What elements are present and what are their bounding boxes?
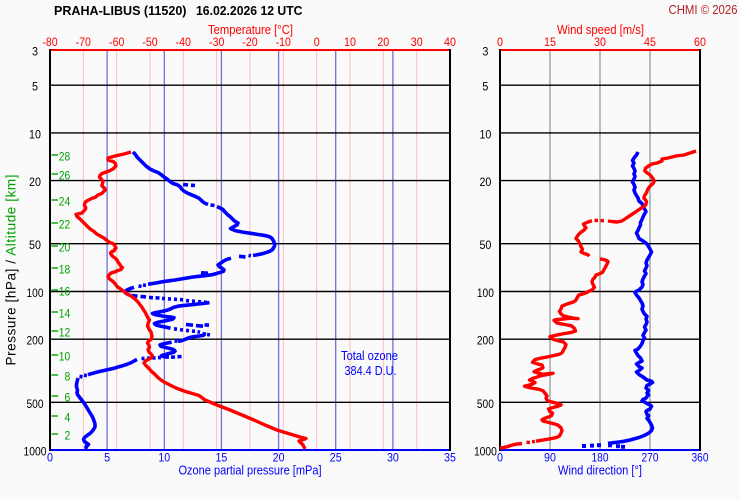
svg-text:10: 10 bbox=[344, 35, 356, 49]
svg-text:10: 10 bbox=[29, 127, 41, 141]
svg-text:12: 12 bbox=[59, 326, 71, 340]
svg-text:90: 90 bbox=[544, 451, 556, 465]
svg-text:16: 16 bbox=[59, 285, 71, 299]
svg-text:PRAHA-LIBUS (11520): PRAHA-LIBUS (11520) bbox=[54, 3, 187, 18]
svg-text:0: 0 bbox=[47, 451, 53, 465]
svg-text:15: 15 bbox=[215, 451, 227, 465]
svg-text:10: 10 bbox=[158, 451, 170, 465]
svg-text:5: 5 bbox=[482, 80, 488, 94]
svg-text:384.4 D.U.: 384.4 D.U. bbox=[345, 363, 397, 378]
svg-text:10: 10 bbox=[479, 127, 491, 141]
svg-text:-80: -80 bbox=[42, 35, 58, 49]
svg-text:20: 20 bbox=[479, 175, 491, 189]
svg-text:200: 200 bbox=[27, 334, 44, 348]
svg-text:500: 500 bbox=[477, 397, 494, 411]
svg-text:14: 14 bbox=[59, 307, 71, 321]
svg-text:Wind direction [°]: Wind direction [°] bbox=[558, 463, 642, 478]
svg-text:24: 24 bbox=[59, 195, 71, 209]
svg-text:-20: -20 bbox=[242, 35, 258, 49]
svg-text:100: 100 bbox=[27, 286, 44, 300]
svg-text:45: 45 bbox=[644, 35, 656, 49]
svg-text:50: 50 bbox=[29, 238, 41, 252]
svg-text:20: 20 bbox=[29, 175, 41, 189]
svg-text:26: 26 bbox=[59, 169, 71, 183]
svg-text:0: 0 bbox=[497, 35, 503, 49]
svg-text:5: 5 bbox=[104, 451, 110, 465]
svg-text:Pressure [hPa] / Altitude [k: Pressure [hPa] / Altitude [km] bbox=[4, 175, 19, 366]
svg-text:30: 30 bbox=[387, 451, 399, 465]
svg-text:35: 35 bbox=[444, 451, 456, 465]
svg-text:-10: -10 bbox=[276, 35, 292, 49]
svg-text:-30: -30 bbox=[209, 35, 225, 49]
svg-text:20: 20 bbox=[59, 241, 71, 255]
svg-text:Total ozone: Total ozone bbox=[341, 348, 398, 363]
svg-text:270: 270 bbox=[642, 451, 659, 465]
svg-text:0: 0 bbox=[497, 451, 503, 465]
svg-text:40: 40 bbox=[444, 35, 456, 49]
svg-text:1000: 1000 bbox=[474, 445, 497, 459]
svg-text:200: 200 bbox=[477, 334, 494, 348]
svg-text:-70: -70 bbox=[76, 35, 92, 49]
svg-text:CHMI © 2026: CHMI © 2026 bbox=[669, 3, 738, 17]
svg-text:100: 100 bbox=[477, 286, 494, 300]
svg-text:10: 10 bbox=[59, 350, 71, 364]
svg-text:-60: -60 bbox=[109, 35, 125, 49]
svg-text:500: 500 bbox=[27, 397, 44, 411]
svg-text:20: 20 bbox=[273, 451, 285, 465]
svg-text:Temperature [°C]: Temperature [°C] bbox=[208, 22, 293, 37]
svg-text:-40: -40 bbox=[176, 35, 192, 49]
svg-text:3: 3 bbox=[32, 45, 38, 59]
svg-text:180: 180 bbox=[592, 451, 609, 465]
svg-text:18: 18 bbox=[59, 263, 71, 277]
svg-text:Ozone partial pressure [mPa]: Ozone partial pressure [mPa] bbox=[179, 463, 322, 478]
svg-text:60: 60 bbox=[694, 35, 706, 49]
svg-text:8: 8 bbox=[65, 370, 71, 384]
svg-text:3: 3 bbox=[482, 45, 488, 59]
svg-text:50: 50 bbox=[479, 238, 491, 252]
svg-text:15: 15 bbox=[544, 35, 556, 49]
svg-text:5: 5 bbox=[32, 80, 38, 94]
svg-text:360: 360 bbox=[692, 451, 709, 465]
svg-text:6: 6 bbox=[65, 391, 71, 405]
svg-text:1000: 1000 bbox=[24, 445, 47, 459]
svg-text:28: 28 bbox=[59, 150, 71, 164]
svg-text:22: 22 bbox=[59, 218, 71, 232]
svg-text:-50: -50 bbox=[142, 35, 158, 49]
svg-text:30: 30 bbox=[594, 35, 606, 49]
svg-text:Wind speed [m/s]: Wind speed [m/s] bbox=[557, 22, 644, 37]
svg-text:2: 2 bbox=[65, 429, 71, 443]
svg-text:20: 20 bbox=[377, 35, 389, 49]
svg-text:30: 30 bbox=[411, 35, 423, 49]
svg-text:16.02.2026 12 UTC: 16.02.2026 12 UTC bbox=[196, 3, 303, 18]
svg-text:25: 25 bbox=[330, 451, 342, 465]
svg-text:0: 0 bbox=[314, 35, 320, 49]
svg-text:4: 4 bbox=[65, 411, 71, 425]
